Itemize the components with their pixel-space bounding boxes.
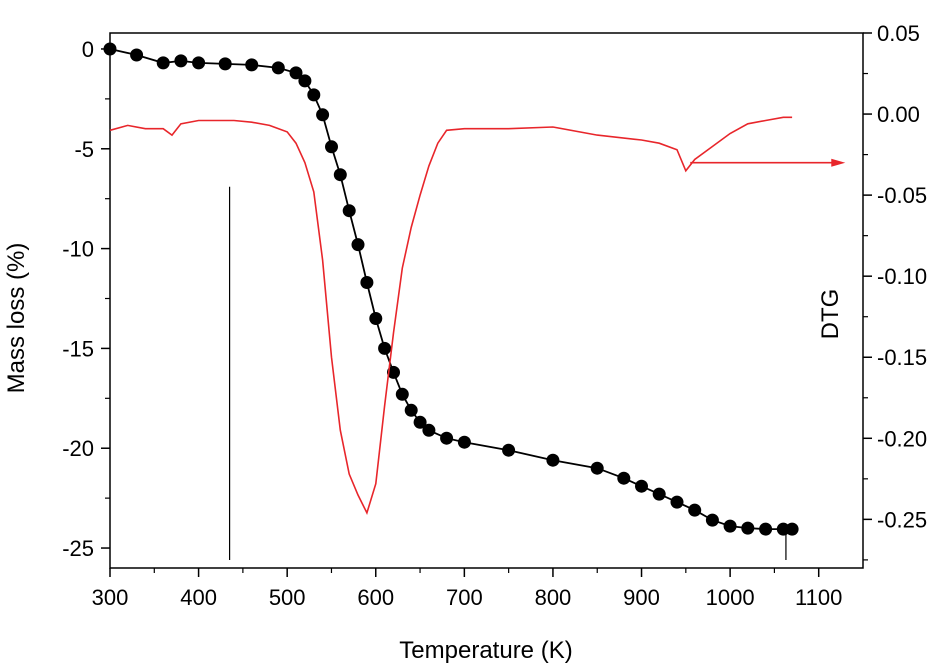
y-right-tick-label: -0.15 [877,345,927,370]
mass-loss-point [325,140,338,154]
y-left-tick-label: -20 [62,436,94,461]
mass-loss-point [298,74,312,88]
mass-loss-point [369,312,383,325]
y-right-tick-label: -0.20 [877,426,927,451]
mass-loss-point [103,42,117,56]
x-tick-label: 1100 [795,585,842,610]
mass-loss-point [307,88,321,102]
dtg-series-line [109,116,793,516]
mass-loss-point [289,66,303,80]
dtg-axis-arrow-head [831,158,846,167]
mass-loss-point [422,423,436,437]
mass-loss-point [351,238,365,252]
x-tick-label: 800 [535,585,572,610]
y-right-tick-label: -0.10 [877,264,927,289]
mass-loss-point [723,519,737,533]
x-tick-label: 400 [180,585,217,610]
mass-loss-point [546,453,560,467]
mass-loss-point [271,61,285,75]
mass-loss-series-line [109,48,793,530]
mass-loss-point [413,415,427,429]
x-axis-title: Temperature (K) [399,637,572,664]
y-left-tick-label: -25 [62,536,94,561]
mass-loss-point [218,57,232,71]
x-tick-label: 500 [269,585,306,610]
mass-loss-point [192,56,206,70]
annotations [228,158,846,561]
mass-loss-point [316,108,330,122]
mass-loss-point [130,48,144,62]
y-left-tick-label: -10 [62,237,94,262]
mass-loss-point [156,56,170,70]
mass-loss-point [395,387,409,401]
mass-loss-point [440,431,454,445]
x-tick-label: 1000 [706,585,755,610]
x-tick-label: 700 [446,585,483,610]
y-right-tick-label: 0.05 [877,21,920,46]
mass-loss-point [174,54,188,68]
mass-loss-point [688,503,702,517]
mass-loss-point [741,521,755,535]
y-right-tick-label: -0.05 [877,183,927,208]
mass-loss-point [590,461,604,475]
mass-loss-point [785,522,799,536]
y-right-tick-label: 0.00 [877,102,920,127]
mass-loss-point [670,495,684,509]
mass-loss-point [705,513,719,527]
mass-loss-point [378,341,392,355]
y-left-tick-label: -15 [62,336,94,361]
axis-ticks: 300 400 500 600 700 800 900 1000 1100 0 -5 -10 -15 -2… [62,21,927,610]
mass-loss-point [333,168,347,182]
mass-loss-point [342,204,356,218]
mass-loss-point [617,471,631,485]
mass-loss-point [245,58,259,72]
data-series [103,42,799,536]
x-tick-label: 300 [92,585,129,610]
mass-loss-point [457,435,471,449]
y-left-tick-label: 0 [82,37,94,62]
plot-frame [109,32,864,569]
mass-loss-point [387,365,400,379]
mass-loss-point [759,522,773,536]
y-left-axis-title: Mass loss (%) [3,243,30,394]
mass-loss-point [360,276,374,289]
x-tick-label: 600 [357,585,394,610]
mass-loss-point [404,403,418,417]
mass-loss-point [635,479,648,493]
mass-loss-point [502,443,516,457]
y-right-axis-title: DTG [817,289,844,340]
y-right-tick-label: -0.25 [877,507,927,532]
y-left-tick-label: -5 [74,137,94,162]
x-tick-label: 900 [623,585,660,610]
mass-loss-point [652,487,666,501]
